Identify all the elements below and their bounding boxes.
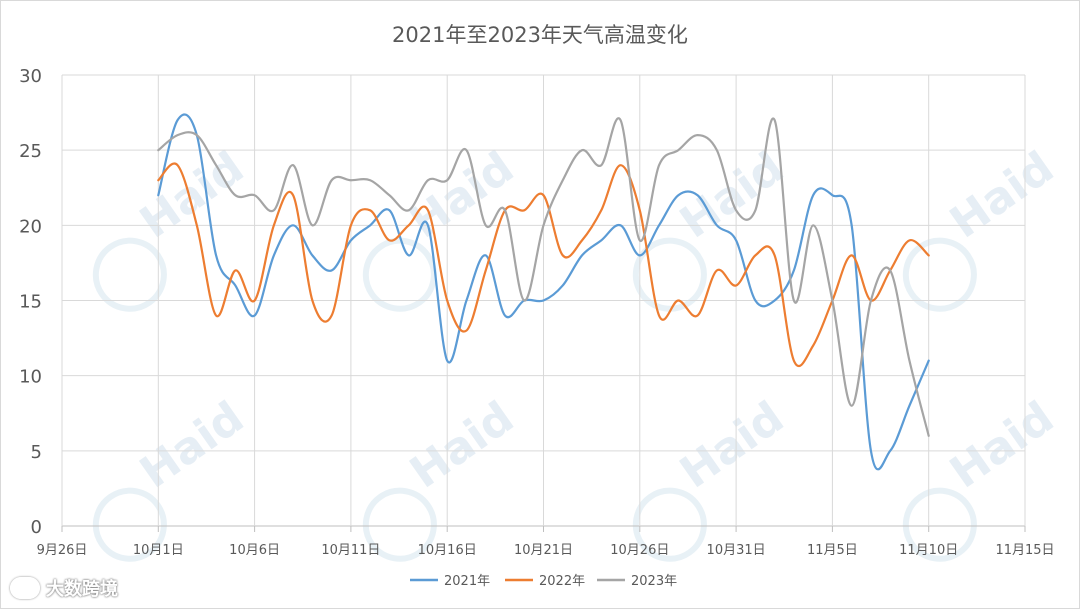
watermark-text: Haid — [941, 142, 1063, 249]
x-tick-label: 10月31日 — [707, 543, 766, 558]
y-tick-label: 10 — [19, 367, 42, 388]
watermark-logo: Haid — [902, 142, 1063, 312]
series-layer — [157, 113, 930, 471]
watermark-ring-icon — [92, 487, 167, 562]
watermark-text: Haid — [941, 392, 1063, 499]
y-tick-label: 5 — [31, 442, 42, 463]
legend-label: 2023年 — [631, 574, 677, 589]
brand-logo-icon — [10, 577, 40, 599]
watermark-logo: Haid — [92, 142, 253, 312]
series-line-2023年 — [157, 117, 930, 437]
legend-label: 2021年 — [444, 574, 490, 589]
x-tick-label: 11月5日 — [807, 543, 858, 558]
watermark-ring-icon — [362, 237, 437, 312]
watermark-text: Haid — [131, 392, 253, 499]
watermark-text: Haid — [671, 392, 793, 499]
watermark-text: Haid — [671, 142, 793, 249]
chart-title: 2021年至2023年天气高温变化 — [392, 23, 688, 47]
watermark-ring-icon — [632, 237, 707, 312]
x-tick-label: 9月26日 — [37, 543, 88, 558]
legend: 2021年 2022年 2023年 — [410, 574, 677, 589]
axis-layer: 0 5 10 15 20 25 30 9月26日 10月1日 10月6日 10月11日 10月16日 1… — [19, 66, 1054, 558]
brand-text: 大数跨境 — [46, 579, 118, 600]
brand-badge: 大数跨境 — [10, 572, 118, 604]
y-tick-label: 25 — [19, 141, 42, 162]
watermark-ring-icon — [92, 237, 167, 312]
x-tick-label: 10月26日 — [610, 543, 669, 558]
watermark-ring-icon — [362, 487, 437, 562]
x-tick-label: 10月16日 — [418, 543, 477, 558]
watermark-text: Haid — [401, 392, 523, 499]
x-tick-label: 11月15日 — [995, 543, 1054, 558]
x-tick-label: 10月21日 — [514, 543, 573, 558]
x-tick-label: 10月11日 — [321, 543, 380, 558]
watermark-ring-icon — [632, 487, 707, 562]
series-line-2021年 — [157, 113, 930, 471]
y-tick-label: 30 — [19, 66, 42, 87]
watermark-logo: Haid — [632, 142, 793, 312]
y-tick-label: 15 — [19, 292, 42, 313]
watermark-ring-icon — [902, 487, 977, 562]
x-tick-label: 11月10日 — [899, 543, 958, 558]
series-line-2022年 — [157, 162, 930, 368]
y-tick-label: 0 — [31, 517, 42, 538]
y-tick-label: 20 — [19, 216, 42, 237]
watermark-logo: Haid — [362, 142, 523, 312]
x-tick-label: 10月1日 — [133, 543, 184, 558]
legend-label: 2022年 — [539, 574, 585, 589]
x-tick-label: 10月6日 — [229, 543, 280, 558]
